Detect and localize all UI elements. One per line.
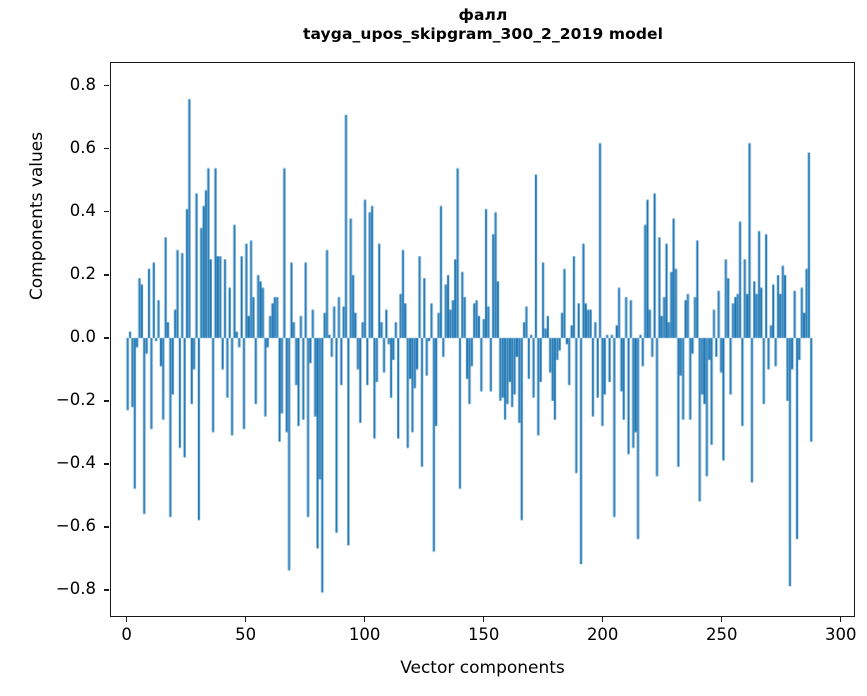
x-tick-mark	[244, 617, 247, 622]
x-tick-mark	[601, 617, 604, 622]
y-tick-mark	[104, 526, 109, 528]
y-tick-mark	[104, 589, 109, 591]
y-tick-mark	[104, 148, 109, 150]
y-tick-label: 0.8	[69, 74, 96, 94]
y-tick-label: 0.6	[69, 137, 96, 157]
x-tick-label: 300	[824, 625, 857, 644]
y-tick-mark	[104, 400, 109, 402]
x-tick-label: 200	[586, 625, 619, 644]
bar-series-canvas	[111, 63, 854, 616]
y-tick-label: −0.4	[55, 453, 96, 473]
x-tick-label: 150	[467, 625, 500, 644]
x-tick-label: 50	[235, 625, 257, 644]
x-tick-mark	[482, 617, 485, 622]
plot-axes	[110, 62, 855, 617]
x-axis-label: Vector components	[400, 658, 565, 678]
x-tick-label: 100	[348, 625, 381, 644]
chart-title: фалл	[458, 6, 508, 24]
y-tick-mark	[104, 84, 109, 87]
chart-title-block: фалл tayga_upos_skipgram_300_2_2019 mode…	[110, 6, 856, 44]
y-tick-mark	[104, 337, 109, 339]
y-tick-label: −0.8	[55, 579, 96, 599]
y-axis-label: Components values	[27, 131, 47, 301]
y-tick-mark	[104, 463, 109, 465]
y-tick-mark	[104, 274, 109, 276]
x-tick-label: 0	[121, 625, 132, 644]
x-tick-mark	[363, 617, 366, 622]
y-tick-label: −0.2	[55, 389, 96, 409]
y-tick-mark	[104, 211, 109, 213]
x-tick-label: 250	[705, 625, 738, 644]
x-tick-mark	[721, 617, 723, 622]
chart-subtitle: tayga_upos_skipgram_300_2_2019 model	[302, 24, 664, 43]
y-tick-label: 0.4	[69, 200, 96, 220]
y-tick-label: 0.2	[69, 263, 96, 283]
y-tick-label: −0.6	[55, 516, 96, 536]
x-tick-mark	[125, 617, 128, 622]
x-tick-mark	[840, 617, 842, 622]
y-tick-label: 0.0	[69, 326, 96, 346]
